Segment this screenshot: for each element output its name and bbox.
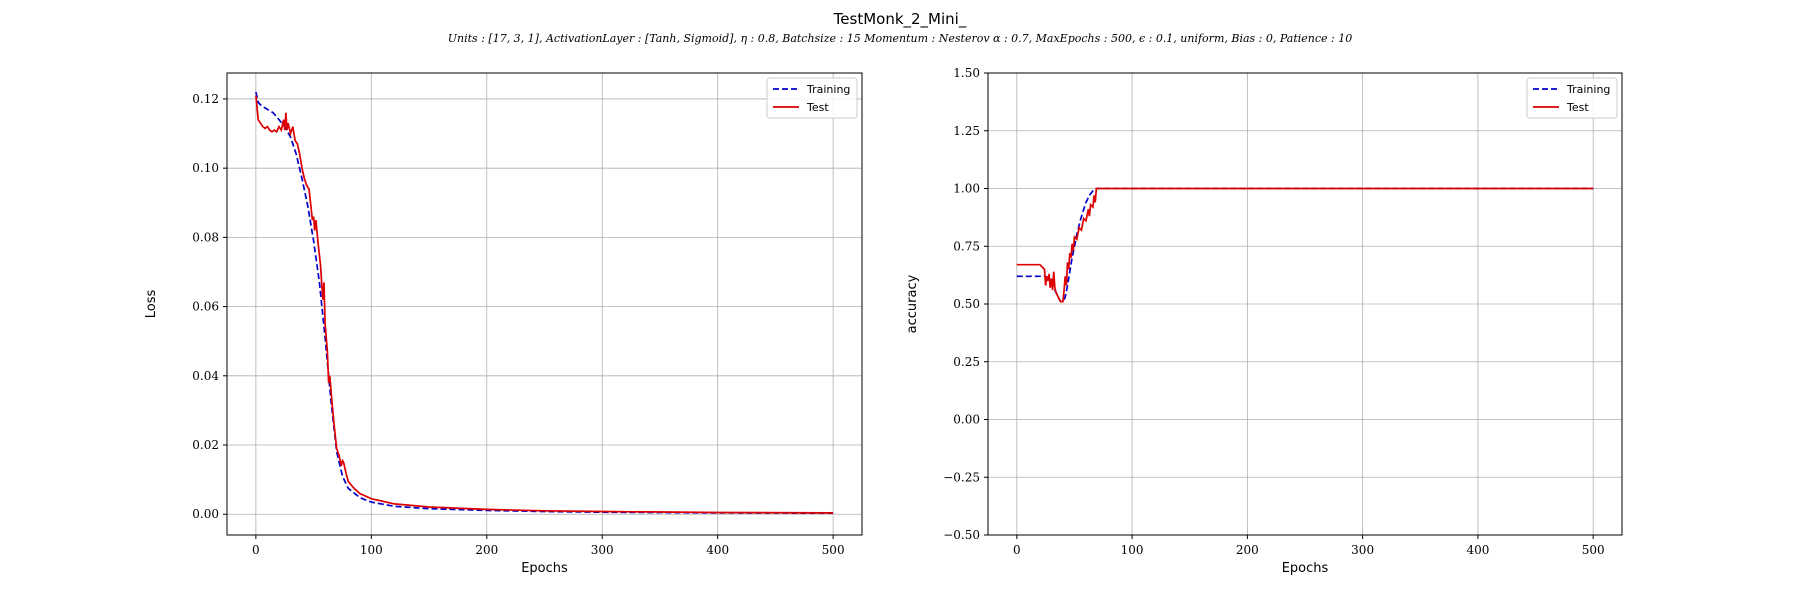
y-tick-label: −0.50 [943,528,980,542]
legend-box [1526,77,1618,119]
legend-label: Test [806,101,829,114]
y-tick-label: 0.10 [192,161,219,175]
y-tick-label: 1.00 [953,182,980,196]
axes-frame [226,72,863,536]
y-tick-label: 0.25 [953,355,980,369]
legend-box [766,77,858,119]
x-axis-label: Epochs [1282,561,1329,576]
y-tick-label: 0.00 [192,507,219,521]
y-tick-label: 0.50 [953,297,980,311]
x-tick-label: 200 [475,543,498,557]
legend: Training Test [766,77,858,119]
y-tick-label: 0.06 [192,300,219,314]
axes-frame [987,72,1623,536]
series-line-test [255,95,834,514]
x-tick-label: 100 [360,543,383,557]
x-tick-label: 0 [252,543,260,557]
legend-label: Training [806,83,850,96]
figure-subtitle: Units : [17, 3, 1], ActivationLayer : [T… [447,32,1353,45]
figure-title: TestMonk_2_Mini_ [833,10,967,28]
y-tick-label: 0.12 [192,92,219,106]
x-tick-label: 300 [591,543,614,557]
y-tick-label: 1.50 [953,66,980,80]
y-tick-label: 0.04 [192,369,219,383]
y-tick-label: 0.08 [192,230,219,244]
y-tick-label: 0.02 [192,438,219,452]
series-line-test [1016,187,1594,303]
y-axis-label: accuracy [905,274,920,333]
legend: Training Test [1526,77,1618,119]
x-tick-label: 100 [1121,543,1144,557]
x-tick-label: 200 [1236,543,1259,557]
x-tick-label: 0 [1013,543,1021,557]
series-line-training [1016,187,1594,303]
x-tick-label: 500 [1582,543,1605,557]
y-tick-label: 0.75 [953,239,980,253]
y-axis-label: Loss [144,290,159,319]
accuracy-panel: 0 100 200 300 400 500 −0.50 −0.25 0.00 0.25 0.50 0.… [905,66,1623,576]
y-tick-label: 1.25 [953,124,980,138]
legend-label: Test [1566,101,1589,114]
x-axis-label: Epochs [521,561,568,576]
x-tick-label: 400 [706,543,729,557]
series-line-training [255,91,834,515]
y-tick-label: 0.00 [953,413,980,427]
loss-panel: 0 100 200 300 400 500 0.00 0.02 0.04 0.06 0.08 0.10… [144,72,863,576]
x-tick-label: 400 [1466,543,1489,557]
y-tick-label: −0.25 [943,470,980,484]
legend-label: Training [1566,83,1610,96]
x-tick-label: 500 [822,543,845,557]
x-tick-label: 300 [1351,543,1374,557]
